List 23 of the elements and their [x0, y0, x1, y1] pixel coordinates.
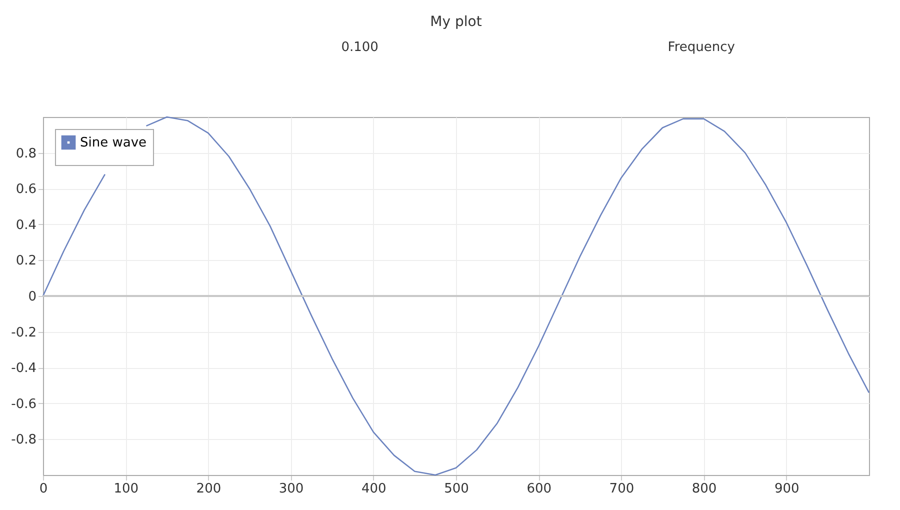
x-tick-label: 400	[361, 482, 386, 496]
x-tick-label: 0	[39, 482, 48, 496]
x-tick-label: 900	[774, 482, 800, 496]
x-tick-label: 700	[609, 482, 634, 496]
y-tick-label: -0.2	[11, 325, 36, 340]
x-tick-label: 800	[692, 482, 717, 496]
x-tick-label: 600	[526, 482, 552, 496]
x-tick-label: 500	[444, 482, 469, 496]
y-tick-label: -0.8	[11, 432, 36, 448]
x-tick-label: 100	[114, 482, 139, 496]
y-tick-label: -0.4	[11, 361, 36, 376]
x-tick-label: 200	[196, 482, 222, 496]
y-tick-label: -0.6	[11, 396, 36, 412]
y-tick-label: 0.4	[16, 218, 36, 233]
y-tick-label: 0.8	[16, 146, 36, 162]
y-tick-label: 0	[28, 290, 36, 304]
text: Frequency	[668, 40, 736, 55]
x-tick-label: 300	[278, 482, 304, 496]
text: 0.100	[341, 40, 378, 55]
chart-title: My plot	[430, 14, 482, 30]
legend-label: Sine wave	[80, 136, 147, 150]
y-tick-label: 0.6	[16, 182, 36, 198]
y-tick-label: 0.2	[16, 254, 36, 269]
